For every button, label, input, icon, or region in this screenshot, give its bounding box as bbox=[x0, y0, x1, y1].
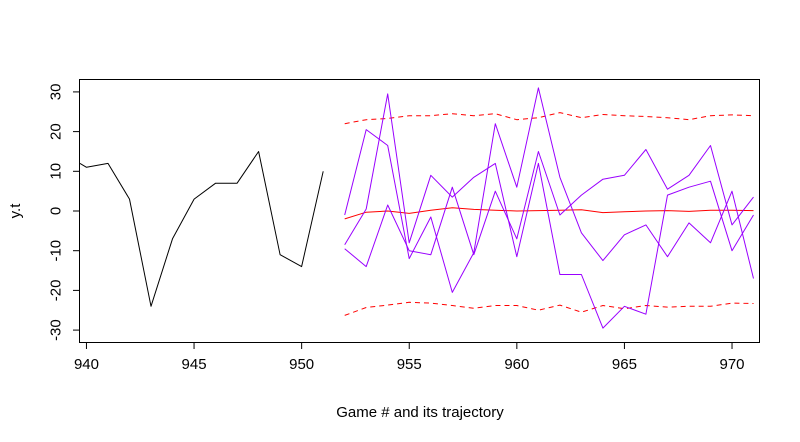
series-line-forecast-bounds-2 bbox=[344, 112, 754, 125]
y-tick-label: 10 bbox=[48, 163, 65, 180]
x-tick-label: 950 bbox=[289, 356, 314, 373]
series-line-trajectory-5 bbox=[344, 145, 754, 268]
series-layer bbox=[80, 87, 754, 329]
y-tick-label: 30 bbox=[48, 84, 65, 101]
series-line-trajectory-4 bbox=[344, 87, 754, 293]
x-tick-label: 960 bbox=[504, 356, 529, 373]
x-tick-label: 940 bbox=[74, 356, 99, 373]
series-line-forecast-mean-1 bbox=[344, 207, 754, 220]
y-tick-label: 0 bbox=[48, 207, 65, 215]
x-tick-label: 945 bbox=[182, 356, 207, 373]
series-line-observed-0 bbox=[80, 151, 324, 307]
series-line-trajectory-6 bbox=[344, 93, 754, 329]
x-axis: 940 945 950 955 960 965 970 bbox=[74, 342, 745, 373]
y-tick-label: 20 bbox=[48, 123, 65, 140]
y-tick-label: -10 bbox=[48, 240, 65, 262]
y-axis: -30 -20 -10 0 10 20 30 bbox=[48, 84, 80, 341]
series-line-forecast-bounds-3 bbox=[344, 301, 754, 316]
x-tick-label: 970 bbox=[720, 356, 745, 373]
y-tick-label: -20 bbox=[48, 280, 65, 302]
x-tick-label: 965 bbox=[612, 356, 637, 373]
x-tick-label: 955 bbox=[397, 356, 422, 373]
x-axis-title: Game # and its trajectory bbox=[336, 404, 504, 421]
y-tick-label: -30 bbox=[48, 319, 65, 341]
y-axis-title: y.t bbox=[7, 203, 24, 219]
